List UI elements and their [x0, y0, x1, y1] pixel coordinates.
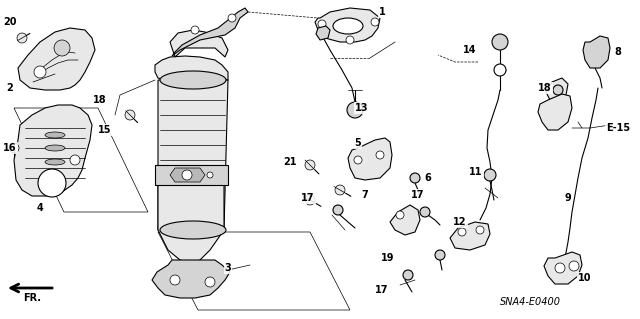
Circle shape: [376, 151, 384, 159]
Text: 7: 7: [362, 190, 369, 200]
Circle shape: [70, 155, 80, 165]
Ellipse shape: [160, 71, 226, 89]
Polygon shape: [170, 30, 228, 57]
Circle shape: [494, 64, 506, 76]
Circle shape: [347, 102, 363, 118]
Circle shape: [371, 18, 379, 26]
Circle shape: [476, 226, 484, 234]
Circle shape: [17, 33, 27, 43]
Circle shape: [305, 195, 315, 205]
Polygon shape: [155, 165, 228, 185]
Circle shape: [170, 275, 180, 285]
Text: 3: 3: [225, 263, 232, 273]
Text: 2: 2: [6, 83, 13, 93]
Ellipse shape: [45, 159, 65, 165]
Circle shape: [346, 36, 354, 44]
Ellipse shape: [160, 221, 226, 239]
Text: SNA4-E0400: SNA4-E0400: [499, 297, 561, 307]
Polygon shape: [14, 105, 92, 196]
Polygon shape: [390, 205, 420, 235]
Text: 9: 9: [564, 193, 572, 203]
Text: 5: 5: [355, 138, 362, 148]
Text: 19: 19: [381, 253, 395, 263]
Circle shape: [125, 110, 135, 120]
Polygon shape: [546, 78, 568, 102]
Polygon shape: [583, 36, 610, 68]
Circle shape: [305, 160, 315, 170]
Ellipse shape: [45, 132, 65, 138]
Text: 10: 10: [579, 273, 592, 283]
Polygon shape: [315, 8, 380, 42]
Polygon shape: [348, 138, 392, 180]
Polygon shape: [18, 28, 95, 90]
Polygon shape: [158, 185, 224, 263]
Polygon shape: [316, 26, 330, 40]
Circle shape: [484, 169, 496, 181]
Text: 4: 4: [36, 203, 44, 213]
Circle shape: [396, 211, 404, 219]
Polygon shape: [155, 56, 228, 80]
Ellipse shape: [333, 18, 363, 34]
Text: 14: 14: [463, 45, 477, 55]
Circle shape: [403, 270, 413, 280]
Circle shape: [205, 277, 215, 287]
Polygon shape: [158, 80, 228, 230]
Circle shape: [492, 34, 508, 50]
Text: 15: 15: [99, 125, 112, 135]
Polygon shape: [450, 222, 490, 250]
Circle shape: [354, 156, 362, 164]
Circle shape: [9, 143, 19, 153]
Ellipse shape: [45, 145, 65, 151]
Circle shape: [458, 228, 466, 236]
Polygon shape: [172, 8, 248, 56]
Polygon shape: [170, 168, 205, 182]
Text: 17: 17: [301, 193, 315, 203]
Polygon shape: [152, 260, 230, 298]
Circle shape: [555, 263, 565, 273]
Circle shape: [228, 14, 236, 22]
Circle shape: [38, 169, 66, 197]
Text: 17: 17: [375, 285, 388, 295]
Circle shape: [435, 250, 445, 260]
Text: 12: 12: [453, 217, 467, 227]
Circle shape: [207, 172, 213, 178]
Circle shape: [410, 173, 420, 183]
Circle shape: [333, 205, 343, 215]
Text: 8: 8: [614, 47, 621, 57]
Text: FR.: FR.: [23, 293, 41, 303]
Text: 21: 21: [284, 157, 297, 167]
Circle shape: [54, 40, 70, 56]
Circle shape: [318, 20, 326, 28]
Circle shape: [335, 185, 345, 195]
Polygon shape: [538, 94, 572, 130]
Polygon shape: [544, 252, 582, 284]
Text: E-15: E-15: [606, 123, 630, 133]
Circle shape: [420, 207, 430, 217]
Circle shape: [553, 85, 563, 95]
Circle shape: [34, 66, 46, 78]
Text: 13: 13: [355, 103, 369, 113]
Circle shape: [182, 170, 192, 180]
Circle shape: [191, 26, 199, 34]
Text: 16: 16: [3, 143, 17, 153]
Text: 6: 6: [424, 173, 431, 183]
Text: 18: 18: [538, 83, 552, 93]
Text: 17: 17: [412, 190, 425, 200]
Circle shape: [569, 261, 579, 271]
Text: 11: 11: [469, 167, 483, 177]
Text: 1: 1: [379, 7, 385, 17]
Text: 20: 20: [3, 17, 17, 27]
Text: 18: 18: [93, 95, 107, 105]
